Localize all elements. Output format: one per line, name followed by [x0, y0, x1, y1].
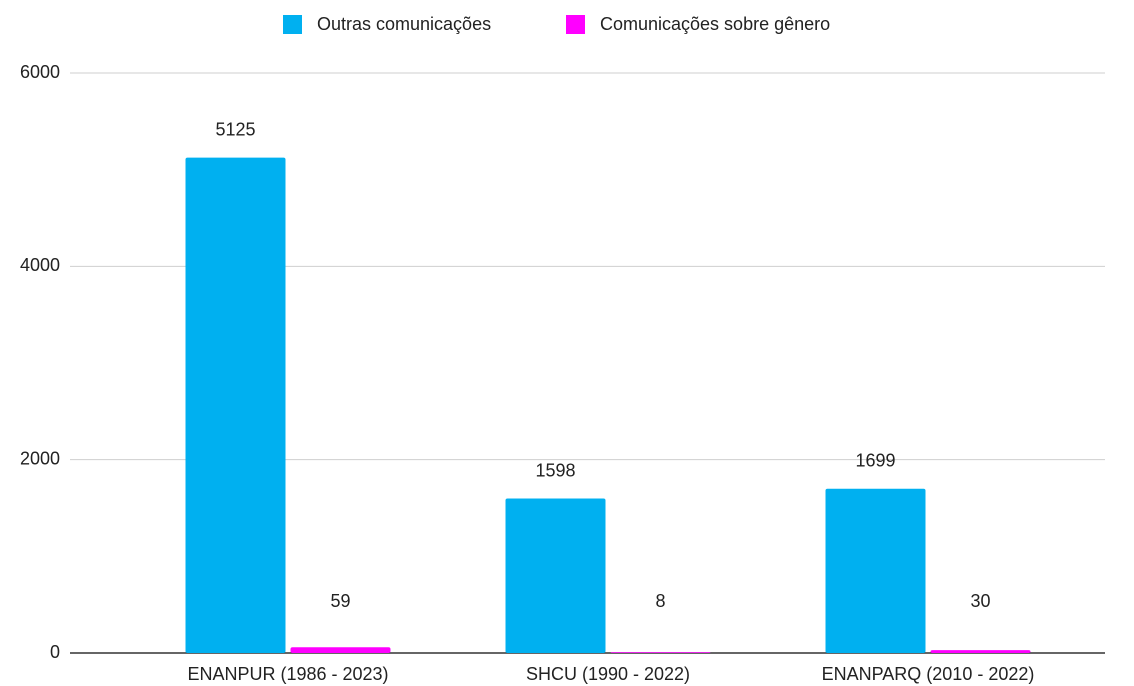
- legend-swatch: [566, 15, 585, 34]
- bar: [185, 157, 286, 654]
- data-label: 8: [655, 591, 665, 611]
- y-tick-label: 4000: [20, 255, 60, 275]
- bar: [610, 652, 711, 653]
- data-label: 1598: [535, 460, 575, 480]
- bar: [290, 647, 391, 653]
- bar: [825, 488, 926, 653]
- legend-label: Comunicações sobre gênero: [600, 14, 830, 34]
- y-tick-label: 2000: [20, 448, 60, 468]
- x-tick-label: ENANPARQ (2010 - 2022): [822, 664, 1035, 684]
- data-label: 59: [330, 591, 350, 611]
- legend-label: Outras comunicações: [317, 14, 491, 34]
- data-label: 5125: [215, 119, 255, 139]
- data-label: 30: [970, 591, 990, 611]
- bar: [930, 650, 1031, 653]
- x-tick-label: ENANPUR (1986 - 2023): [187, 664, 388, 684]
- legend-swatch: [283, 15, 302, 34]
- y-tick-label: 0: [50, 642, 60, 662]
- x-tick-label: SHCU (1990 - 2022): [526, 664, 690, 684]
- y-tick-label: 6000: [20, 62, 60, 82]
- bar: [505, 498, 606, 653]
- data-label: 1699: [855, 451, 895, 471]
